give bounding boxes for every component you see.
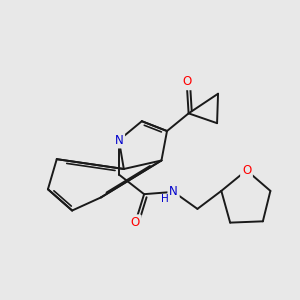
Text: N: N [169, 185, 178, 198]
Text: O: O [182, 76, 191, 88]
Text: O: O [242, 164, 251, 177]
Text: O: O [131, 216, 140, 229]
Text: H: H [160, 194, 168, 204]
Text: N: N [115, 134, 123, 147]
